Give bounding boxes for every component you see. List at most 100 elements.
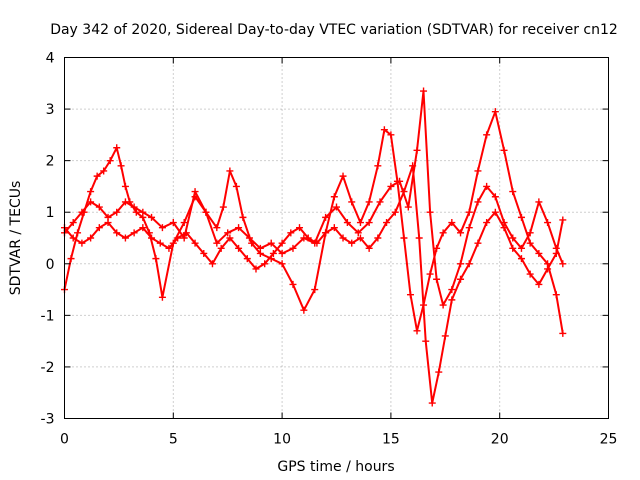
data-point-marker (213, 224, 221, 232)
data-point-marker (483, 219, 491, 227)
data-point-marker (465, 224, 473, 232)
data-point-marker (491, 208, 499, 216)
grid-lines (64, 57, 609, 419)
data-point-marker (78, 208, 86, 216)
data-point-marker (457, 260, 465, 268)
data-point-marker (387, 182, 395, 190)
data-point-marker (235, 244, 243, 252)
data-point-marker (169, 219, 177, 227)
data-point-marker (356, 219, 364, 227)
data-point-marker (509, 244, 517, 252)
data-point-marker (130, 203, 138, 211)
data-point-marker (559, 260, 567, 268)
data-point-marker (396, 177, 404, 185)
data-point-marker (261, 260, 269, 268)
data-point-marker (526, 270, 534, 278)
series-track-b (61, 87, 567, 309)
data-point-marker (180, 234, 188, 242)
data-point-marker (202, 208, 210, 216)
data-point-marker (413, 327, 421, 335)
data-point-marker (278, 249, 286, 257)
data-point-marker (491, 108, 499, 116)
data-point-marker (217, 244, 225, 252)
data-point-marker (69, 219, 77, 227)
data-point-marker (226, 167, 234, 175)
data-point-marker (267, 239, 275, 247)
data-point-marker (400, 234, 408, 242)
data-point-marker (404, 203, 412, 211)
data-point-marker (426, 270, 434, 278)
data-point-marker (391, 208, 399, 216)
data-point-marker (158, 224, 166, 232)
data-point-marker (517, 255, 525, 263)
data-point-marker (113, 229, 121, 237)
chart-title: Day 342 of 2020, Sidereal Day-to-day VTE… (50, 22, 618, 38)
data-point-marker (67, 255, 75, 263)
x-tick-label: 5 (169, 432, 178, 448)
data-point-marker (383, 219, 391, 227)
data-point-marker (474, 198, 482, 206)
data-point-marker (559, 216, 567, 224)
data-point-marker (526, 229, 534, 237)
data-point-marker (296, 224, 304, 232)
x-tick-label: 0 (60, 432, 69, 448)
data-point-marker (165, 244, 173, 252)
data-point-marker (457, 275, 465, 283)
data-point-marker (156, 239, 164, 247)
data-point-marker (544, 265, 552, 273)
series-line (63, 164, 564, 404)
data-point-marker (448, 296, 456, 304)
data-point-marker (413, 146, 421, 154)
data-point-marker (208, 260, 216, 268)
data-point-marker (517, 244, 525, 252)
data-point-marker (87, 198, 95, 206)
series-line (63, 90, 564, 306)
data-point-marker (483, 131, 491, 139)
data-point-marker (365, 244, 373, 252)
data-point-marker (474, 239, 482, 247)
y-tick-label: -1 (41, 308, 55, 324)
data-point-marker (95, 224, 103, 232)
data-point-marker (117, 162, 125, 170)
data-point-marker (213, 239, 221, 247)
data-point-marker (322, 229, 330, 237)
data-point-marker (235, 224, 243, 232)
data-point-marker (356, 234, 364, 242)
data-point-marker (380, 126, 388, 134)
data-point-marker (180, 219, 188, 227)
data-point-marker (435, 368, 443, 376)
data-point-marker (428, 399, 436, 407)
data-point-marker (509, 188, 517, 196)
series-line (63, 110, 564, 334)
data-point-marker (148, 234, 156, 242)
data-point-marker (400, 188, 408, 196)
y-tick-label: -2 (41, 360, 55, 376)
data-point-marker (544, 219, 552, 227)
data-point-marker (243, 255, 251, 263)
data-point-marker (422, 337, 430, 345)
data-point-marker (313, 239, 321, 247)
data-point-marker (465, 208, 473, 216)
data-point-marker (500, 146, 508, 154)
data-point-marker (535, 280, 543, 288)
data-point-marker (552, 291, 560, 299)
data-point-marker (139, 224, 147, 232)
data-point-marker (95, 203, 103, 211)
data-point-marker (517, 213, 525, 221)
y-tick-label: 3 (46, 102, 55, 118)
data-point-marker (87, 188, 95, 196)
data-point-marker (376, 198, 384, 206)
x-tick-label: 10 (273, 432, 291, 448)
data-point-marker (535, 198, 543, 206)
data-point-marker (239, 213, 247, 221)
data-point-marker (500, 224, 508, 232)
data-point-marker (304, 234, 312, 242)
data-point-marker (226, 234, 234, 242)
data-point-marker (333, 203, 340, 211)
y-tick-label: 1 (46, 205, 55, 221)
data-point-marker (483, 182, 491, 190)
data-point-marker (559, 329, 567, 337)
data-point-marker (74, 229, 82, 237)
data-point-marker (182, 229, 190, 237)
data-point-marker (69, 234, 77, 242)
